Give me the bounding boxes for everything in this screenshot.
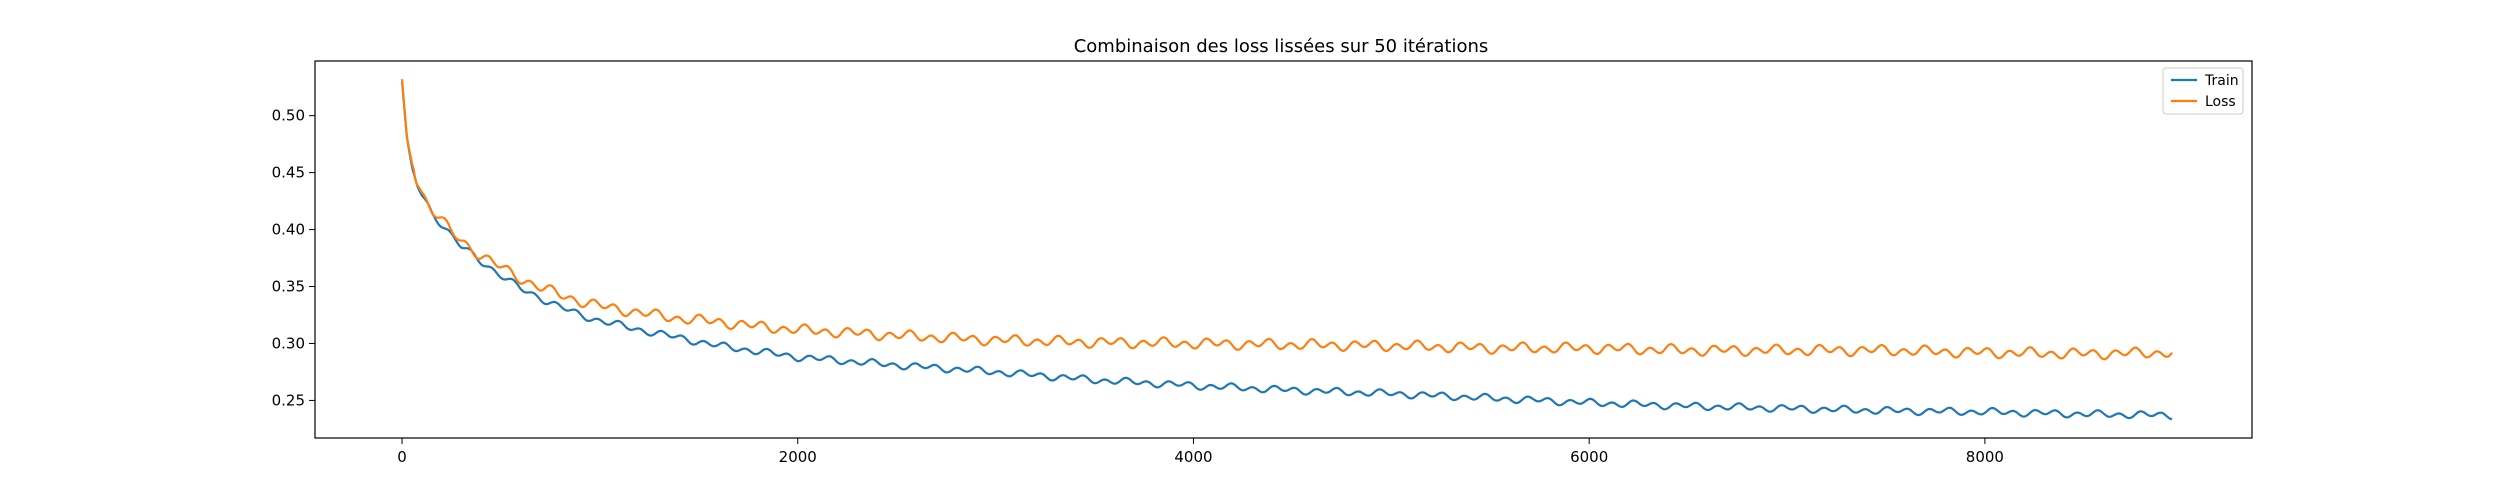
plot-frame <box>314 60 2253 439</box>
x-tick-label: 0 <box>397 448 407 466</box>
legend-label-train: Train <box>2204 73 2239 89</box>
legend-label-loss: Loss <box>2205 94 2236 110</box>
y-tick-label: 0.40 <box>272 221 305 239</box>
x-tick-label: 6000 <box>1570 448 1608 466</box>
x-tick-label: 2000 <box>779 448 817 466</box>
legend: Train Loss <box>2162 67 2244 115</box>
y-tick-label: 0.50 <box>272 107 305 125</box>
y-tick-label: 0.25 <box>272 391 305 409</box>
series-layer <box>401 79 2173 421</box>
x-tick-label: 4000 <box>1174 448 1212 466</box>
y-tick-label: 0.35 <box>272 278 305 296</box>
series-line-loss <box>401 79 2173 361</box>
y-tick-label: 0.30 <box>272 334 305 352</box>
y-axis: 0.25 0.30 0.35 0.40 0.45 0.50 <box>272 107 315 409</box>
y-tick-label: 0.45 <box>272 164 305 182</box>
x-tick-label: 8000 <box>1966 448 2004 466</box>
chart-title: Combinaison des loss lissées sur 50 itér… <box>1074 36 1489 57</box>
x-axis: 0 2000 4000 6000 8000 <box>397 438 2004 466</box>
series-line-train <box>401 81 2173 421</box>
